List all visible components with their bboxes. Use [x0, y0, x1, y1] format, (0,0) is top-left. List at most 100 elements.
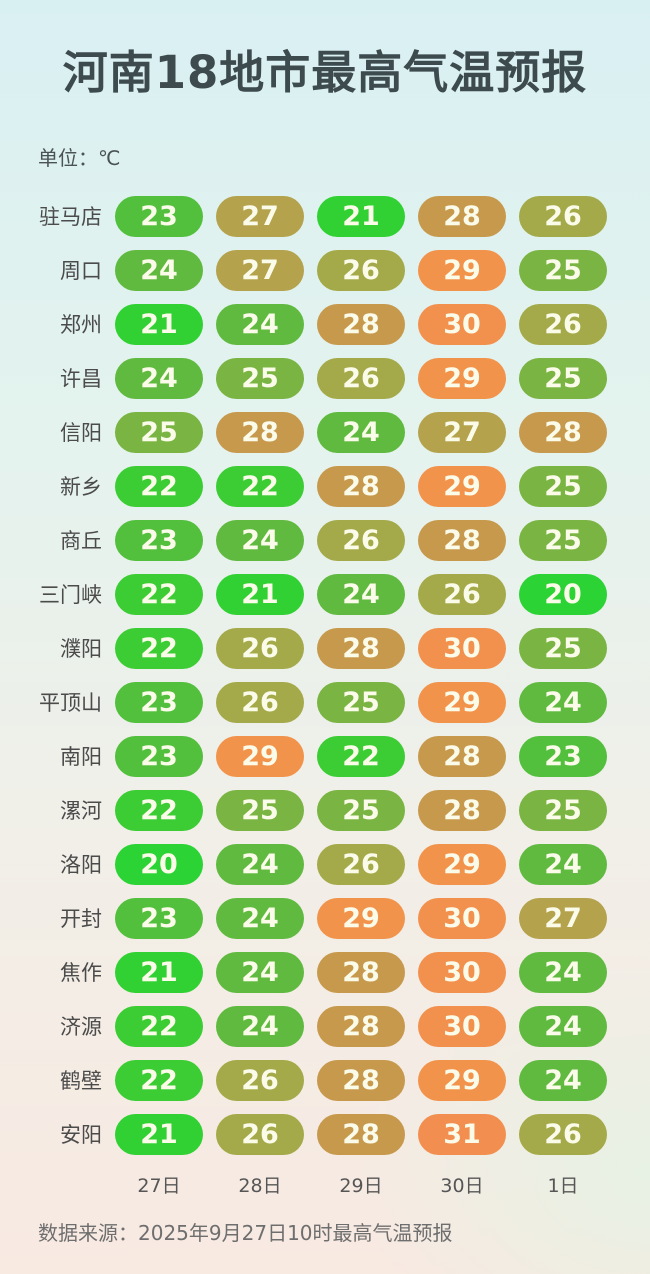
temp-pill: 23: [115, 519, 203, 561]
temp-pill: 22: [115, 573, 203, 615]
city-label: 南阳: [60, 745, 102, 769]
temp-pill: 23: [115, 897, 203, 939]
temp-pill: 28: [317, 1005, 405, 1047]
temp-pill: 23: [519, 735, 607, 777]
temp-pill: 26: [216, 1059, 304, 1101]
temp-pill: 27: [216, 195, 304, 237]
temp-pill: 28: [317, 1059, 405, 1101]
temp-pill: 21: [216, 573, 304, 615]
city-row: 三门峡 22 21 24 26 20: [0, 567, 650, 621]
date-column-label: 28日: [238, 1174, 282, 1197]
city-row: 焦作 21 24 28 30 24: [0, 945, 650, 999]
city-row: 信阳 25 28 24 27 28: [0, 405, 650, 459]
city-row: 鹤壁 22 26 28 29 24: [0, 1053, 650, 1107]
city-row: 济源 22 24 28 30 24: [0, 999, 650, 1053]
temp-pill: 26: [216, 627, 304, 669]
temp-pill: 30: [418, 897, 506, 939]
temp-pill: 24: [216, 843, 304, 885]
temp-pill: 26: [216, 1113, 304, 1155]
temp-pill: 28: [418, 735, 506, 777]
temp-pill: 23: [115, 195, 203, 237]
city-row: 平顶山 23 26 25 29 24: [0, 675, 650, 729]
temp-pill: 30: [418, 303, 506, 345]
temp-pill: 26: [418, 573, 506, 615]
city-label: 商丘: [60, 529, 102, 553]
temp-pill: 24: [519, 843, 607, 885]
temp-pill: 24: [115, 357, 203, 399]
temp-pill: 21: [115, 951, 203, 993]
date-header-row: 27日 28日 29日 30日 1日: [0, 1163, 650, 1205]
temp-pill: 25: [216, 357, 304, 399]
city-label: 许昌: [60, 367, 102, 391]
temp-pill: 26: [317, 249, 405, 291]
temp-pill: 25: [216, 789, 304, 831]
temp-pill: 28: [317, 951, 405, 993]
temp-pill: 29: [216, 735, 304, 777]
temp-pill: 22: [115, 627, 203, 669]
temp-pill: 25: [519, 627, 607, 669]
temp-pill: 24: [216, 951, 304, 993]
city-label: 郑州: [60, 313, 102, 337]
city-row: 南阳 23 29 22 28 23: [0, 729, 650, 783]
temp-pill: 25: [519, 465, 607, 507]
temp-pill: 25: [519, 357, 607, 399]
temp-pill: 22: [216, 465, 304, 507]
date-column-label: 27日: [137, 1174, 181, 1197]
temp-pill: 30: [418, 627, 506, 669]
temp-pill: 28: [418, 195, 506, 237]
temperature-table: 驻马店 23 27 21 28 26 周口 24 27 26 29 25 郑州 21 24 28 30 26 许昌 2…: [0, 189, 650, 1161]
city-row: 郑州 21 24 28 30 26: [0, 297, 650, 351]
data-source-note: 数据来源：2025年9月27日10时最高气温预报: [38, 1221, 453, 1245]
temp-pill: 24: [519, 681, 607, 723]
temp-pill: 27: [519, 897, 607, 939]
temp-pill: 23: [115, 681, 203, 723]
temp-pill: 25: [519, 249, 607, 291]
city-label: 鹤壁: [60, 1069, 102, 1093]
temp-pill: 24: [216, 1005, 304, 1047]
temp-pill: 29: [418, 681, 506, 723]
temp-pill: 24: [519, 1059, 607, 1101]
city-row: 安阳 21 26 28 31 26: [0, 1107, 650, 1161]
city-row: 驻马店 23 27 21 28 26: [0, 189, 650, 243]
date-column-label: 29日: [339, 1174, 383, 1197]
page-title: 河南18地市最高气温预报: [62, 46, 588, 99]
city-label: 信阳: [60, 421, 102, 445]
temp-pill: 22: [115, 1059, 203, 1101]
temp-pill: 30: [418, 951, 506, 993]
temp-pill: 24: [317, 411, 405, 453]
city-row: 漯河 22 25 25 28 25: [0, 783, 650, 837]
temp-pill: 29: [418, 843, 506, 885]
city-label: 三门峡: [39, 583, 102, 607]
temp-pill: 29: [418, 465, 506, 507]
city-label: 驻马店: [39, 205, 102, 229]
city-label: 开封: [60, 907, 102, 931]
temp-pill: 27: [418, 411, 506, 453]
temp-pill: 28: [317, 303, 405, 345]
temp-pill: 29: [317, 897, 405, 939]
date-column-label: 1日: [547, 1174, 579, 1197]
city-row: 濮阳 22 26 28 30 25: [0, 621, 650, 675]
temp-pill: 26: [317, 519, 405, 561]
city-label: 安阳: [60, 1123, 102, 1147]
temp-pill: 26: [216, 681, 304, 723]
temp-pill: 20: [519, 573, 607, 615]
temp-pill: 28: [418, 519, 506, 561]
temp-pill: 28: [418, 789, 506, 831]
temp-pill: 28: [317, 465, 405, 507]
temp-pill: 29: [418, 1059, 506, 1101]
unit-label: 单位：℃: [38, 146, 121, 170]
city-label: 濮阳: [60, 637, 102, 661]
temp-pill: 28: [519, 411, 607, 453]
temp-pill: 25: [115, 411, 203, 453]
temp-pill: 22: [115, 789, 203, 831]
temp-pill: 20: [115, 843, 203, 885]
temp-pill: 29: [418, 357, 506, 399]
temp-pill: 24: [216, 897, 304, 939]
temp-pill: 24: [317, 573, 405, 615]
temp-pill: 25: [519, 789, 607, 831]
temp-pill: 25: [519, 519, 607, 561]
city-label: 周口: [60, 259, 102, 283]
city-label: 新乡: [60, 475, 102, 499]
temp-pill: 26: [317, 357, 405, 399]
city-row: 许昌 24 25 26 29 25: [0, 351, 650, 405]
